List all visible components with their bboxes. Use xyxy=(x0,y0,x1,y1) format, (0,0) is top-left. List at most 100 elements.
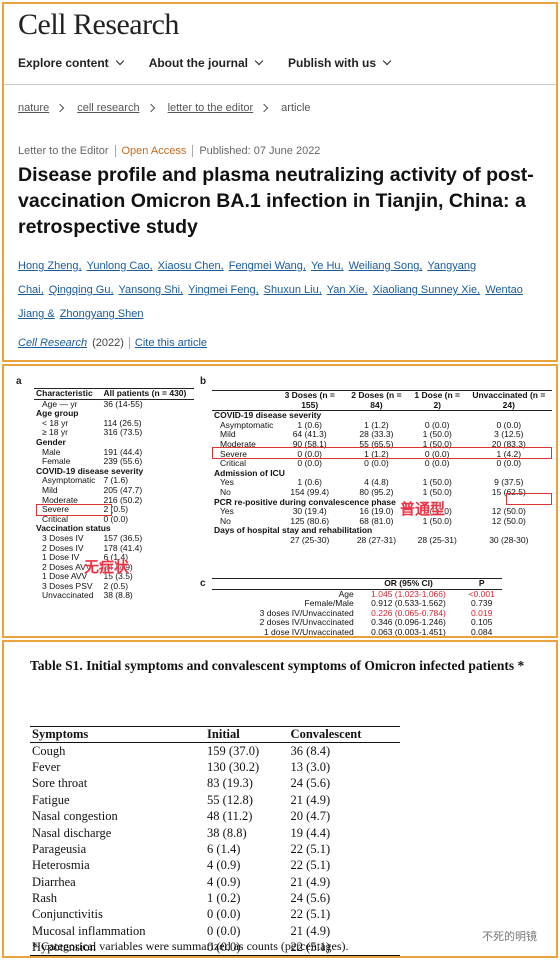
author-link[interactable]: Shuxun Liu, xyxy=(263,284,322,296)
panel-label: a xyxy=(16,376,22,387)
author-link[interactable]: Fengmei Wang, xyxy=(228,260,306,272)
table-row: Female/Male 0.912 (0.533-1.562) 0.739 xyxy=(212,599,502,609)
header-row: 3 Doses (n = 155) 2 Doses (n = 84) 1 Dose … xyxy=(212,389,552,412)
article-header-panel: Cell Research Explore content About the j… xyxy=(2,2,558,362)
breadcrumb-item[interactable]: nature xyxy=(18,102,63,114)
column-header: 1 Dose (n = 2) xyxy=(408,389,466,412)
row-label: Severe xyxy=(220,448,247,459)
row-label: Fatigue xyxy=(32,792,70,807)
section-heading: Admission of ICU xyxy=(214,467,285,478)
cell: 0 (0.0) xyxy=(207,907,241,922)
cell: 19 (4.4) xyxy=(290,825,331,840)
row-label: 2 Doses AVV xyxy=(42,561,92,572)
row-label: Asymptomatic xyxy=(220,419,274,430)
table-row: PCR re-positive during convalescence pha… xyxy=(212,496,552,508)
author-link[interactable]: Xiaoliang Sunney Xie, xyxy=(372,284,481,296)
cell: 1.045 (1.023-1.066) xyxy=(371,588,446,599)
citation-item[interactable]: Cell Research xyxy=(18,337,88,349)
table-row: Vaccination status xyxy=(34,524,194,534)
cell: 0 (0.0) xyxy=(297,448,322,459)
author-link[interactable]: Yan Xie, xyxy=(326,284,368,296)
author-link[interactable]: Zhongyang Shen xyxy=(59,308,144,320)
column-header: Characteristic xyxy=(34,388,102,400)
cell: 21 (4.9) xyxy=(290,792,331,807)
table-row: Age — yr 36 (14-55) xyxy=(34,399,194,409)
supplementary-panel: Table S1. Initial symptoms and convalesc… xyxy=(2,640,558,958)
nav-item[interactable]: Explore content xyxy=(18,56,123,70)
row-label: 2 Doses IV xyxy=(42,542,84,553)
table-a: Characteristic All patients (n = 430) Age … xyxy=(34,388,194,601)
cell: 4 (0.9) xyxy=(207,858,241,873)
row-label: 2 doses IV/Unvaccinated xyxy=(259,617,354,628)
highlight-box xyxy=(506,493,552,505)
citation-item[interactable]: (2022) xyxy=(92,337,124,349)
cell: 114 (26.5) xyxy=(103,417,142,428)
cell: 239 (55.6) xyxy=(103,456,143,467)
author-link[interactable]: Qingqing Gu, xyxy=(48,284,114,296)
author-link[interactable]: Yunlong Cao, xyxy=(86,260,153,272)
author-link[interactable]: Yingmei Feng, xyxy=(188,284,259,296)
author-link[interactable]: Xiaosu Chen, xyxy=(157,260,224,272)
column-header: 2 Doses (n = 84) xyxy=(344,389,409,412)
meta-item: Open Access xyxy=(114,145,193,157)
table-row: Asymptomatic 1 (0.6) 1 (1.2) 0 (0.0) 0 (0.0) xyxy=(212,419,552,431)
citation-item[interactable]: Cite this article xyxy=(128,337,207,349)
header-row: Symptoms Initial Convalescent xyxy=(30,725,400,744)
cell: 1 (50.0) xyxy=(422,486,452,497)
row-label: < 18 yr xyxy=(42,417,69,428)
cell: 68 (81.0) xyxy=(359,515,394,526)
cell: 0.084 xyxy=(471,626,493,637)
column-header: OR (95% CI) xyxy=(355,578,462,590)
nav-item[interactable]: Publish with us xyxy=(288,56,390,70)
cell: 28 (27-31) xyxy=(356,534,397,545)
row-label: 1 dose IV/Unvaccinated xyxy=(263,626,354,637)
breadcrumb-item[interactable]: article xyxy=(281,102,311,114)
table-row: Nasal congestion 48 (11.2) 20 (4.7) xyxy=(30,808,400,824)
author-link[interactable]: Weiliang Song, xyxy=(348,260,423,272)
breadcrumb-item[interactable]: letter to the editor xyxy=(168,102,268,114)
cell: 36 (8.4) xyxy=(290,743,331,758)
cell: 13 (3.0) xyxy=(290,759,331,774)
author-link[interactable]: Wentao Jiang & xyxy=(18,284,523,320)
cell: 6 (1.4) xyxy=(207,841,241,856)
cell: 1 (1.2) xyxy=(364,419,389,430)
cell: 0 (0.0) xyxy=(103,513,129,524)
cell: 15 (62.5) xyxy=(491,486,526,497)
breadcrumb: nature cell research letter to the editor a… xyxy=(18,102,311,114)
column-header xyxy=(212,578,356,590)
author-link[interactable]: Ye Hu, xyxy=(310,260,344,272)
row-label: Critical xyxy=(42,513,68,524)
table-s1: Symptoms Initial Convalescent Cough 159 (37.… xyxy=(30,725,400,956)
table-row: 3 Doses PSV 2 (0.5) xyxy=(34,580,194,592)
table-row: Age group xyxy=(34,409,194,419)
column-header: 3 Doses (n = 155) xyxy=(275,389,345,412)
row-label: Mild xyxy=(220,429,236,440)
cell: 24 (5.6) xyxy=(290,891,331,906)
row-label: Female xyxy=(42,456,71,467)
logo[interactable]: Cell Research xyxy=(18,8,179,41)
cell: 216 (50.2) xyxy=(103,494,143,505)
author-link[interactable]: Hong Zheng, xyxy=(18,260,82,272)
divider xyxy=(4,84,556,85)
column-header: Unvaccinated (n = 24) xyxy=(465,389,552,412)
row-label: Yes xyxy=(220,506,234,517)
cell: 21 (4.9) xyxy=(290,923,331,938)
cell: 64 (41.3) xyxy=(292,429,327,440)
row-label: Cough xyxy=(32,743,66,758)
table-title: Table S1. Initial symptoms and convalesc… xyxy=(30,658,525,673)
cell: 205 (47.7) xyxy=(103,484,143,495)
table-row: Critical 0 (0.0) 0 (0.0) 0 (0.0) 0 (0.0) xyxy=(212,459,552,469)
table-row: < 18 yr 114 (26.5) xyxy=(34,417,194,429)
row-label: 3 Doses PSV xyxy=(42,580,93,591)
author-link[interactable]: Yansong Shi, xyxy=(118,284,184,296)
table-row: Severe 0 (0.0) 1 (1.2) 0 (0.0) 1 (4.2) xyxy=(212,448,552,460)
cell: 0 (0.0) xyxy=(207,923,241,938)
table-body: COVID-19 disease severity Asymptomatic 1 (… xyxy=(212,410,552,546)
author-link[interactable]: Yangyang Chai, xyxy=(18,260,477,296)
tables-panel: a Characteristic All patients (n = 430) Ag… xyxy=(2,364,558,638)
section-heading: PCR re-positive during convalescence pha… xyxy=(214,496,396,507)
nav-item[interactable]: About the journal xyxy=(149,56,262,70)
table-row: Conjunctivitis 0 (0.0) 22 (5.1) xyxy=(30,907,400,923)
breadcrumb-item[interactable]: cell research xyxy=(77,102,153,114)
row-label: 3 Doses IV xyxy=(42,532,84,543)
